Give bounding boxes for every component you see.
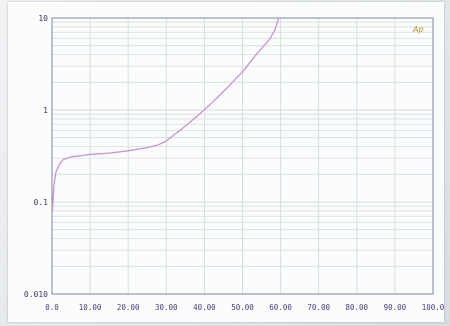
grid	[51, 18, 434, 295]
logo-mark: Ap	[412, 25, 424, 34]
x-tick-label: 70.00	[307, 303, 330, 312]
y-tick-label: 10	[38, 14, 48, 23]
x-tick-label: 0.0	[45, 303, 59, 312]
x-tick-labels: 0.0 10.00 20.00 30.00 40.00 50.00 60.00 70.00 80…	[45, 303, 445, 312]
y-tick-label: 1	[43, 106, 48, 115]
series-line	[51, 17, 280, 211]
x-tick-label: 50.00	[231, 303, 254, 312]
y-tick-label: 0.010	[24, 290, 48, 299]
x-tick-label: 80.00	[346, 303, 369, 312]
x-tick-label: 90.00	[384, 303, 407, 312]
x-tick-label: 30.00	[155, 303, 178, 312]
x-tick-label: 100.0	[422, 303, 445, 312]
x-tick-label: 10.00	[79, 303, 102, 312]
y-tick-labels: 10 1 0.1 0.010	[24, 14, 48, 299]
x-tick-label: 40.00	[193, 303, 216, 312]
x-tick-label: 60.00	[269, 303, 292, 312]
y-tick-label: 0.1	[34, 198, 49, 207]
chart-frame	[8, 2, 444, 322]
x-tick-label: 20.00	[117, 303, 140, 312]
plot-border	[51, 17, 434, 295]
